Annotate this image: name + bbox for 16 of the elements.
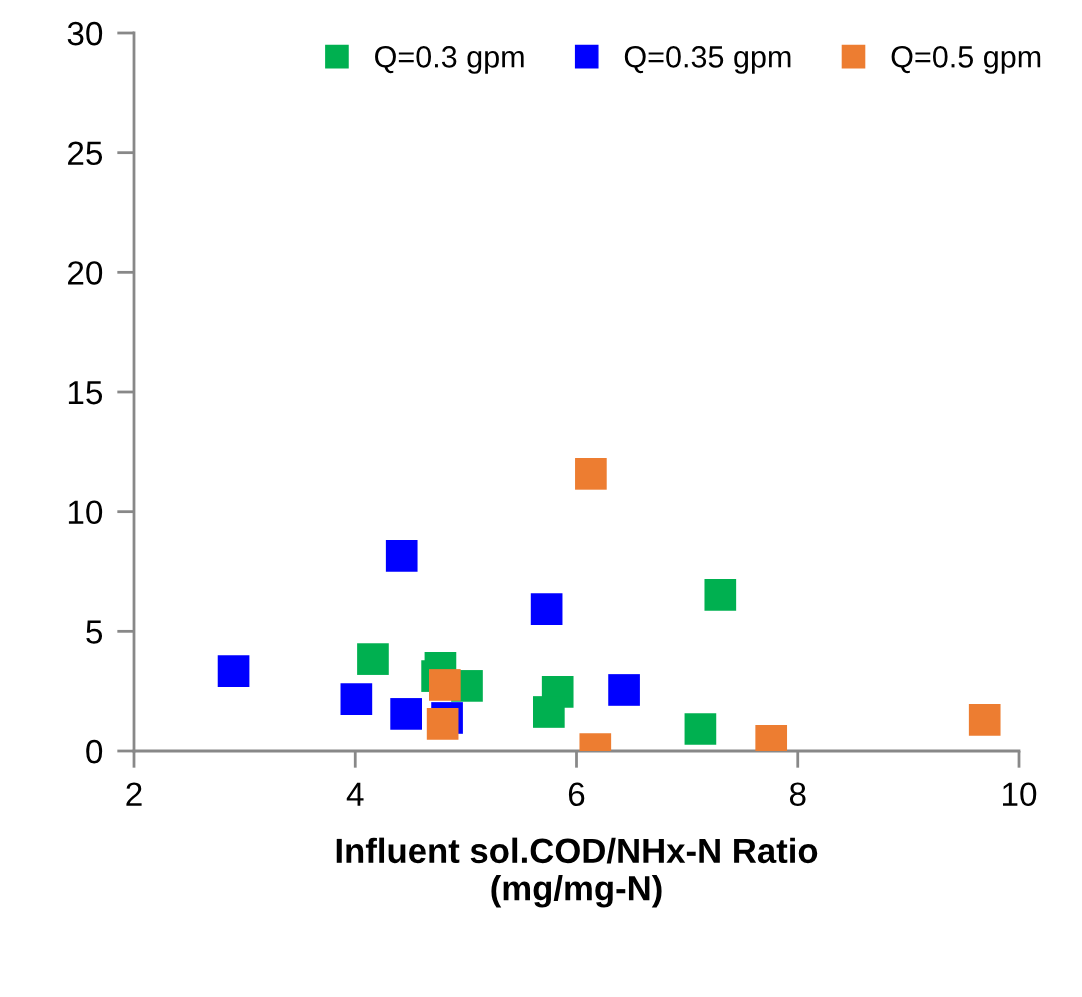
x-tick-label: 10 bbox=[1003, 782, 1037, 807]
y-tick-label: 30 bbox=[67, 21, 103, 46]
y-tick-label: 15 bbox=[68, 381, 103, 405]
x-tick-label: 6 bbox=[568, 782, 585, 807]
legend-label: Q=0.35 gpm bbox=[624, 46, 791, 74]
x-axis-title: Influent sol.COD/NHx-N Ratio (mg/mg-N) bbox=[336, 837, 818, 908]
x-tick-label: 4 bbox=[346, 782, 364, 806]
legend-label: Q=0.3 gpm bbox=[375, 46, 524, 74]
x-tick-label: 8 bbox=[789, 782, 806, 807]
y-tick-label: 0 bbox=[86, 739, 103, 764]
legend-label: Q=0.5 gpm bbox=[891, 46, 1041, 74]
y-tick-label: 20 bbox=[68, 261, 103, 285]
y-tick-label: 5 bbox=[86, 620, 103, 644]
x-tick-label: 2 bbox=[126, 782, 142, 806]
y-tick-label: 10 bbox=[68, 500, 103, 525]
y-tick-label: 25 bbox=[68, 141, 103, 166]
